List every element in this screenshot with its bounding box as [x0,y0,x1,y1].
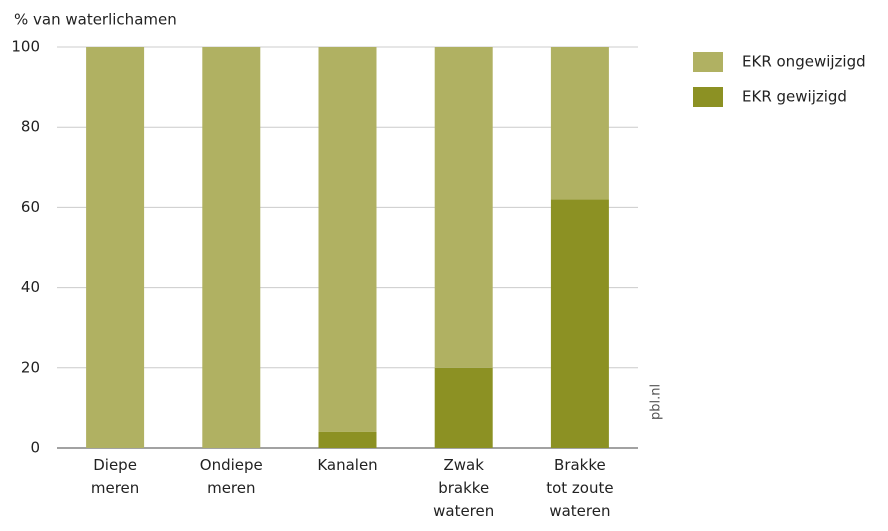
x-tick-label: Brakke tot zoute wateren [546,456,613,520]
y-tick-label: 80 [21,118,40,136]
legend-label: EKR ongewijzigd [742,53,866,71]
y-tick-label: 60 [21,198,40,216]
x-tick-label: Kanalen [317,456,377,474]
x-tick-label: Diepe meren [91,456,139,497]
legend-swatch [693,87,723,107]
bar-segment [318,431,377,448]
legend-swatch [693,52,723,72]
bar-segment [550,199,609,448]
bar-segment [318,47,377,432]
x-tick-label: Zwak brakke wateren [433,456,494,520]
legend-label: EKR gewijzigd [742,88,847,106]
y-tick-label: 0 [30,439,40,457]
bar-segment [86,47,145,448]
bar-segment [550,47,609,200]
bar-segment [434,367,493,448]
y-tick-label: 100 [11,38,40,56]
bar-segment [434,47,493,368]
bar-segment [202,47,261,448]
y-tick-label: 20 [21,358,40,376]
y-tick-label: 40 [21,278,40,296]
x-tick-label: Ondiepe meren [200,456,263,497]
source: pbl.nl [649,384,664,420]
y-axis-label: % van waterlichamen [14,11,177,29]
